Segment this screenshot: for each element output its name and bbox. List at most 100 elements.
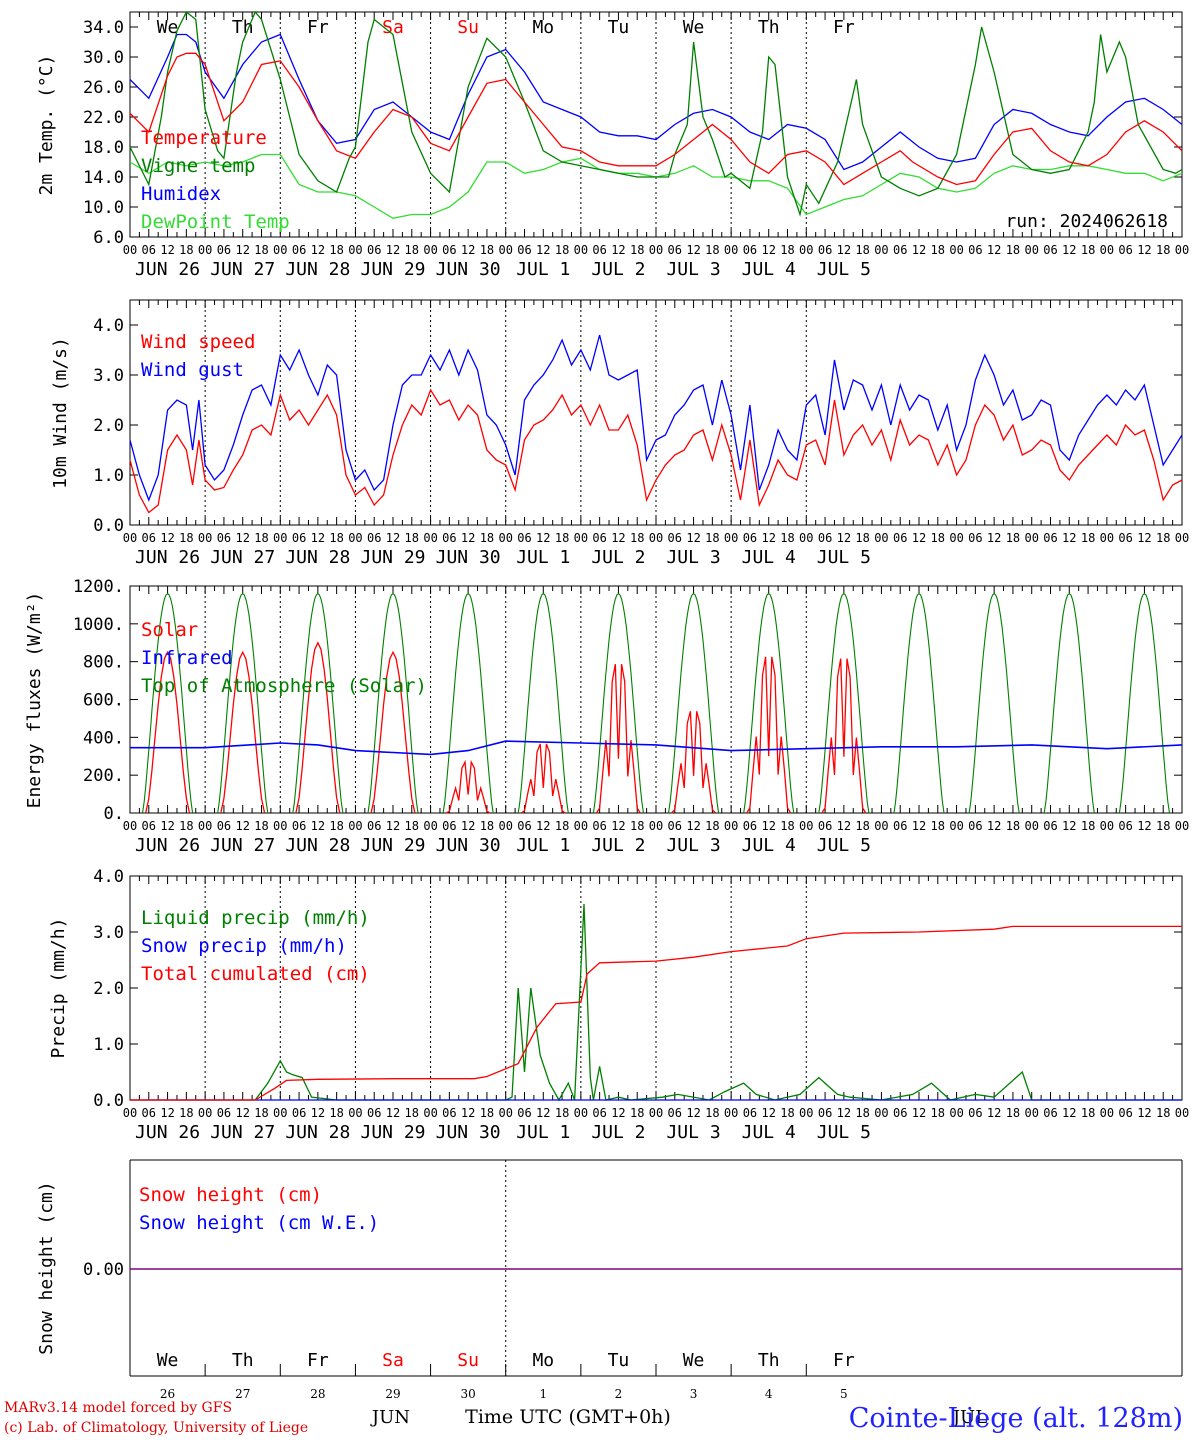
day-name: Fr <box>307 17 329 38</box>
hour-label: 06 <box>442 1106 456 1120</box>
date-label: JUN 29 <box>360 835 425 856</box>
hour-label: 06 <box>142 1106 156 1120</box>
y-tick-label: 14.0 <box>83 168 124 188</box>
day-number: 27 <box>235 1387 250 1401</box>
hour-label: 06 <box>442 243 456 257</box>
hour-label: 12 <box>686 1106 700 1120</box>
day-name: Tu <box>608 17 630 38</box>
hour-label: 00 <box>574 531 588 545</box>
hour-label: 12 <box>611 819 625 833</box>
date-label: JUL 4 <box>742 259 796 280</box>
hour-label: 18 <box>329 1106 343 1120</box>
date-label: JUN 28 <box>285 547 350 568</box>
x-axis-title: Time UTC (GMT+0h) <box>465 1406 671 1428</box>
y-tick-label: 10.0 <box>83 198 124 218</box>
hour-label: 12 <box>160 531 174 545</box>
hour-label: 12 <box>311 1106 325 1120</box>
hour-label: 06 <box>142 819 156 833</box>
hour-label: 00 <box>498 819 512 833</box>
hour-label: 06 <box>142 531 156 545</box>
hour-label: 18 <box>630 819 644 833</box>
hour-label: 18 <box>179 531 193 545</box>
y-tick-label: 22.0 <box>83 108 124 128</box>
legend-vigne-temp: Vigne temp <box>141 155 255 177</box>
hour-label: 06 <box>668 531 682 545</box>
hour-label: 00 <box>1024 819 1038 833</box>
solar-day <box>145 650 191 814</box>
hour-label: 12 <box>536 531 550 545</box>
hour-label: 12 <box>386 1106 400 1120</box>
hour-label: 06 <box>367 531 381 545</box>
hour-label: 06 <box>592 243 606 257</box>
day-name: Fr <box>833 1350 855 1371</box>
hour-label: 06 <box>818 819 832 833</box>
hour-label: 18 <box>555 531 569 545</box>
hour-label: 18 <box>1006 531 1020 545</box>
toa-solar-day <box>1118 592 1171 814</box>
day-name: Th <box>232 1350 254 1371</box>
hour-label: 12 <box>611 1106 625 1120</box>
hour-label: 12 <box>1137 819 1151 833</box>
day-number: 2 <box>615 1387 623 1401</box>
hour-label: 18 <box>405 243 419 257</box>
hour-label: 06 <box>292 531 306 545</box>
hour-label: 00 <box>123 531 137 545</box>
toa-solar-day <box>442 592 494 814</box>
hour-label: 00 <box>874 819 888 833</box>
hour-label: 06 <box>743 819 757 833</box>
hour-label: 06 <box>1043 819 1057 833</box>
legend-humidex: Humidex <box>141 183 221 205</box>
hour-label: 18 <box>780 819 794 833</box>
legend-snow-precip-mm-h-: Snow precip (mm/h) <box>141 935 347 957</box>
y-tick-label: 400. <box>83 728 124 748</box>
hour-label: 00 <box>1100 819 1114 833</box>
hour-label: 18 <box>855 819 869 833</box>
hour-label: 12 <box>536 1106 550 1120</box>
hour-label: 06 <box>968 243 982 257</box>
hour-label: 00 <box>874 1106 888 1120</box>
day-number: 28 <box>310 1387 325 1401</box>
y-axis-label: Energy fluxes (W/m²) <box>24 592 45 809</box>
day-name: Fr <box>833 17 855 38</box>
hour-label: 06 <box>968 531 982 545</box>
toa-solar-day <box>968 592 1020 814</box>
date-label: JUL 1 <box>516 835 570 856</box>
hour-label: 12 <box>386 819 400 833</box>
hour-label: 18 <box>179 1106 193 1120</box>
toa-solar-day <box>292 592 344 814</box>
hour-label: 00 <box>949 531 963 545</box>
hour-label: 00 <box>198 531 212 545</box>
legend-liquid-precip-mm-h-: Liquid precip (mm/h) <box>141 907 370 929</box>
date-label: JUN 30 <box>436 1122 501 1143</box>
hour-label: 12 <box>837 1106 851 1120</box>
solar-day <box>295 641 341 814</box>
day-name: Sa <box>382 1350 404 1371</box>
hour-label: 00 <box>348 819 362 833</box>
hour-label: 12 <box>761 531 775 545</box>
y-tick-label: 4.0 <box>93 316 124 336</box>
hour-label: 00 <box>1024 243 1038 257</box>
hour-label: 06 <box>292 819 306 833</box>
day-name: Mo <box>532 1350 554 1371</box>
date-label: JUL 2 <box>591 547 645 568</box>
series-wind-gust <box>129 334 1183 502</box>
hour-label: 00 <box>799 243 813 257</box>
y-tick-label: 2.0 <box>93 416 124 436</box>
date-label: JUN 27 <box>210 259 275 280</box>
date-label: JUL 4 <box>742 547 796 568</box>
date-label: JUL 5 <box>817 1122 871 1143</box>
hour-label: 06 <box>668 819 682 833</box>
hour-label: 12 <box>686 243 700 257</box>
hour-label: 18 <box>1156 819 1170 833</box>
hour-label: 00 <box>1175 1106 1189 1120</box>
y-axis-label: Precip (mm/h) <box>48 918 69 1059</box>
hour-label: 18 <box>931 819 945 833</box>
hour-label: 18 <box>329 531 343 545</box>
hour-label: 00 <box>1024 1106 1038 1120</box>
y-tick-label: 800. <box>83 653 124 673</box>
day-number: 26 <box>160 1387 175 1401</box>
date-label: JUL 3 <box>666 547 720 568</box>
hour-label: 18 <box>405 1106 419 1120</box>
hour-label: 12 <box>461 1106 475 1120</box>
hour-label: 00 <box>123 1106 137 1120</box>
